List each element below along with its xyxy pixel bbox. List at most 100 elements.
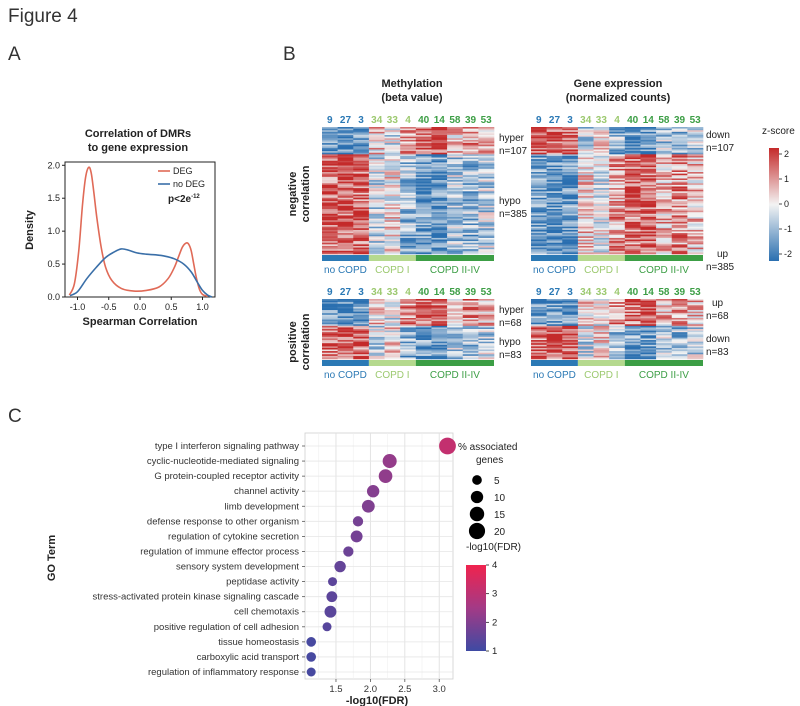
size-legend-title-line2: genes (476, 455, 503, 466)
heatmap-cell (687, 176, 704, 179)
heatmap-cell (322, 310, 338, 312)
group-label: COPD II-IV (639, 370, 689, 381)
heatmap-cell (462, 233, 479, 236)
go-dot (334, 560, 346, 573)
heatmap-cell (640, 176, 657, 179)
heatmap-cell (368, 247, 385, 250)
heatmap-cell (415, 351, 432, 353)
heatmap-cell (431, 172, 448, 174)
heatmap-cell (671, 215, 688, 218)
heatmap-cell (462, 160, 479, 163)
heatmap-cell (609, 317, 626, 320)
heatmap-cell (593, 173, 610, 176)
heatmap-cell (447, 204, 464, 207)
expr-pos-label-0-line1: up (712, 298, 724, 309)
heatmap-cell (415, 329, 432, 331)
heatmap-cell (531, 250, 547, 253)
heatmap-cell (562, 147, 579, 150)
heatmap-cell (400, 252, 417, 255)
heatmap-cell (447, 237, 464, 240)
heatmap-cell (337, 325, 354, 328)
heatmap-cell (415, 338, 432, 341)
heatmap-cell (431, 191, 448, 194)
heatmap-cell (384, 188, 401, 190)
heatmap-cell (546, 333, 563, 336)
heatmap-cell (546, 175, 563, 178)
heatmap-cell (609, 228, 626, 231)
heatmap-cell (368, 244, 385, 247)
heatmap-cell (624, 357, 641, 360)
heatmap-cell (656, 311, 673, 314)
heatmap-cell (593, 250, 610, 253)
heatmap-cell (687, 225, 704, 227)
heatmap-cell (478, 352, 495, 355)
heatmap-cell (368, 192, 385, 195)
heatmap-cell (447, 155, 464, 158)
heatmap-cell (593, 128, 610, 131)
heatmap-cell (624, 130, 641, 133)
heatmap-cell (322, 135, 338, 137)
heatmap-cell (640, 168, 657, 171)
heatmap-cell (546, 183, 563, 186)
heatmap-cell (640, 175, 657, 178)
heatmap-cell (687, 157, 704, 160)
heatmap-cell (687, 239, 704, 242)
heatmap-cell (640, 205, 657, 208)
heatmap-cell (624, 346, 641, 349)
sample-id-label: 58 (449, 115, 461, 126)
heatmap-cell (531, 188, 547, 190)
heatmap-cell (353, 306, 370, 309)
heatmap-cell (671, 305, 688, 308)
heatmap-cell (687, 300, 704, 303)
heatmap-cell (577, 168, 594, 171)
heatmap-cell (562, 199, 579, 202)
heatmap-cell (640, 213, 657, 216)
heatmap-cell (384, 249, 401, 252)
heatmap-cell (462, 299, 479, 301)
heatmap-cell (624, 189, 641, 192)
heatmap-cell (577, 242, 594, 245)
heatmap-cell (447, 170, 464, 173)
heatmap-cell (447, 220, 464, 223)
heatmap-cell (562, 154, 579, 157)
heatmap-cell (368, 357, 385, 360)
heatmap-cell (624, 183, 641, 186)
heatmap-cell (447, 351, 464, 353)
heatmap-cell (546, 188, 563, 190)
heatmap-cell (400, 139, 417, 142)
heatmap-cell (624, 165, 641, 168)
heatmap-cell (656, 239, 673, 242)
heatmap-cell (671, 357, 688, 360)
heatmap-cell (609, 299, 626, 301)
heatmap-cell (353, 349, 370, 352)
heatmap-cell (384, 321, 401, 323)
heatmap-cell (624, 245, 641, 248)
heatmap-cell (656, 149, 673, 152)
group-label: COPD I (584, 265, 618, 276)
heatmap-cell (656, 233, 673, 236)
heatmap-cell (415, 186, 432, 189)
heatmap-cell (447, 167, 464, 170)
heatmap-cell (593, 151, 610, 154)
heatmap-cell (656, 247, 673, 250)
heatmap-cell (400, 319, 417, 322)
heatmap-cell (400, 204, 417, 207)
sample-id-label: 9 (536, 287, 542, 298)
heatmap-cell (337, 313, 354, 316)
heatmap-cell (322, 210, 338, 213)
heatmap-cell (609, 200, 626, 203)
heatmap-cell (431, 338, 448, 341)
heatmap-cell (687, 154, 704, 157)
heatmap-cell (656, 200, 673, 203)
heatmap-cell (462, 329, 479, 331)
heatmap-cell (640, 223, 657, 226)
heatmap-cell (624, 184, 641, 187)
heatmap-cell (337, 299, 354, 301)
heatmap-cell (546, 231, 563, 234)
heatmap-cell (415, 162, 432, 165)
heatmap-cell (415, 157, 432, 160)
heatmap-cell (671, 316, 688, 319)
heatmap-cell (577, 357, 594, 360)
heatmap-cell (400, 192, 417, 195)
heatmap-cell (447, 135, 464, 137)
